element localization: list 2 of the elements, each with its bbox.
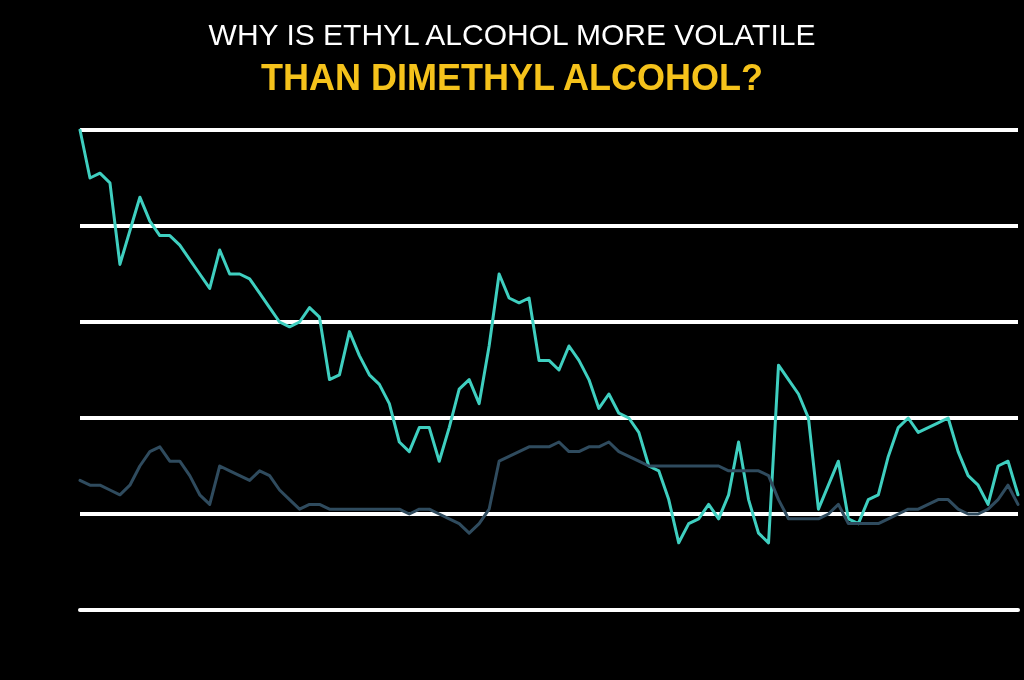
chart-subtitle: THAN DIMETHYL ALCOHOL?: [261, 56, 763, 98]
chart-title: WHY IS ETHYL ALCOHOL MORE VOLATILE: [208, 17, 816, 51]
